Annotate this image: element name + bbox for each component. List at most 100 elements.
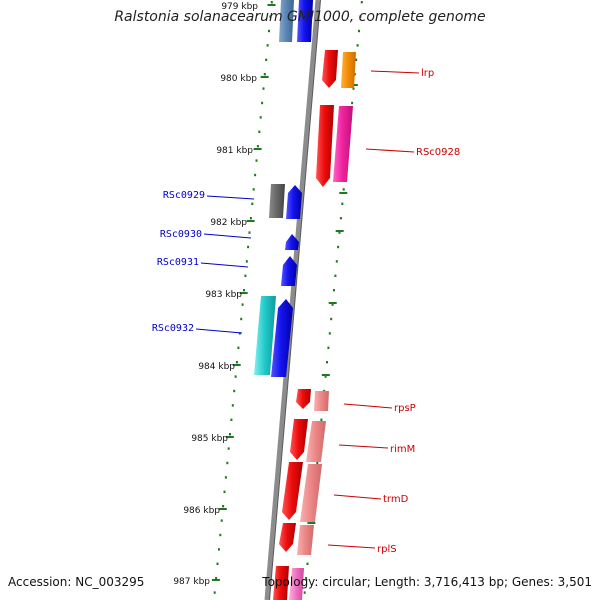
gene-RSc0932[interactable] bbox=[271, 299, 293, 377]
genome-stats: Topology: circular; Length: 3,716,413 bp… bbox=[262, 575, 592, 589]
scale-dot-right bbox=[306, 562, 309, 565]
gene-feature-top-blue[interactable] bbox=[297, 0, 313, 42]
leader-RSc0928 bbox=[365, 148, 415, 153]
gene-feature-orange[interactable] bbox=[341, 52, 356, 88]
topology-label: Topology: bbox=[262, 575, 319, 589]
scale-dot-right bbox=[341, 202, 344, 205]
scale-dot-left bbox=[223, 490, 226, 493]
gene-RSc0931[interactable] bbox=[281, 256, 297, 286]
tick-label-980: 980 kbp bbox=[220, 74, 257, 84]
gene-label-RSc0928[interactable]: RSc0928 bbox=[416, 147, 460, 158]
scale-dot-right bbox=[360, 1, 363, 4]
tick-label-987: 987 kbp bbox=[173, 577, 210, 587]
scale-dot-left bbox=[215, 577, 218, 580]
gene-feature-salmon-4[interactable] bbox=[297, 525, 314, 555]
scale-dot-left bbox=[217, 548, 220, 551]
leader-rimM bbox=[338, 444, 389, 449]
scale-dot-left bbox=[231, 404, 234, 407]
gene-label-RSc0932[interactable]: RSc0932 bbox=[152, 323, 194, 334]
scale-dot-left bbox=[216, 562, 219, 565]
scale-dot-right bbox=[355, 58, 358, 61]
scale-dot-left bbox=[236, 361, 238, 364]
scale-dot-left bbox=[252, 188, 255, 191]
gene-feature-cyan[interactable] bbox=[254, 296, 276, 375]
gene-rimM[interactable] bbox=[290, 419, 308, 460]
scale-dot-right bbox=[331, 303, 334, 306]
gene-rplS[interactable] bbox=[279, 523, 296, 552]
gene-feature-salmon-3[interactable] bbox=[300, 464, 322, 522]
accession-value: NC_003295 bbox=[75, 575, 145, 589]
scale-dot-left bbox=[254, 173, 257, 177]
leader-RSc0930 bbox=[203, 233, 252, 239]
gene-lrp[interactable] bbox=[322, 50, 338, 88]
scale-dot-right bbox=[335, 260, 338, 263]
leader-RSc0931 bbox=[200, 262, 249, 268]
scale-dot-left bbox=[224, 476, 227, 479]
gene-feature-top-steel[interactable] bbox=[279, 0, 294, 42]
gene-rpsP[interactable] bbox=[296, 389, 311, 409]
scale-dot-left bbox=[249, 217, 252, 220]
gene-feature-bottom-red[interactable] bbox=[273, 566, 289, 600]
gene-label-RSc0930[interactable]: RSc0930 bbox=[160, 229, 202, 240]
gene-label-RSc0931[interactable]: RSc0931 bbox=[157, 257, 199, 268]
scale-dot-left bbox=[222, 505, 225, 508]
scale-dot-left bbox=[244, 274, 247, 277]
scale-dot-left bbox=[256, 145, 259, 148]
gene-feature-salmon-2[interactable] bbox=[306, 421, 326, 462]
genome-backbone bbox=[264, 0, 321, 600]
scale-dot-left bbox=[219, 533, 222, 537]
tick-label-985: 985 kbp bbox=[191, 434, 228, 444]
gene-trmD[interactable] bbox=[282, 462, 303, 520]
scale-dot-left bbox=[251, 202, 254, 205]
gene-RSc0928[interactable] bbox=[316, 105, 334, 187]
gene-RSc0930[interactable] bbox=[285, 234, 299, 250]
gene-label-RSc0929[interactable]: RSc0929 bbox=[163, 190, 205, 201]
gene-feature-pink[interactable] bbox=[333, 106, 353, 182]
gene-label-lrp[interactable]: lrp bbox=[421, 68, 434, 79]
tick-label-983: 983 kbp bbox=[205, 290, 242, 300]
scale-dot-right bbox=[327, 346, 330, 349]
scale-dot-left bbox=[261, 101, 264, 105]
gene-feature-salmon-1[interactable] bbox=[314, 391, 329, 411]
length-label: Length: bbox=[374, 575, 421, 589]
scale-dot-left bbox=[237, 346, 240, 349]
tick-label-984: 984 kbp bbox=[198, 362, 235, 372]
leader-RSc0932 bbox=[195, 328, 243, 334]
gene-feature-bottom-pink[interactable] bbox=[289, 568, 304, 600]
scale-dot-left bbox=[227, 447, 230, 450]
scale-dot-left bbox=[241, 303, 244, 306]
scale-dot-left bbox=[240, 317, 243, 321]
scale-dot-left bbox=[258, 130, 261, 133]
tick-label-982: 982 kbp bbox=[210, 218, 247, 228]
scale-dot-left bbox=[247, 245, 250, 249]
gene-label-rpsP[interactable]: rpsP bbox=[394, 403, 416, 414]
tick-label-981: 981 kbp bbox=[216, 146, 253, 156]
scale-dot-right bbox=[337, 245, 340, 249]
scale-dot-left bbox=[248, 231, 251, 234]
scale-dot-right bbox=[339, 217, 342, 220]
gene-label-trmD[interactable]: trmD bbox=[383, 494, 409, 505]
scale-dot-left bbox=[269, 15, 272, 18]
gene-RSc0929[interactable] bbox=[286, 185, 302, 219]
tick-label-979: 979 kbp bbox=[221, 2, 258, 12]
leader-lrp bbox=[370, 70, 420, 74]
accession-info: Accession: NC_003295 bbox=[8, 575, 144, 589]
leader-rpsP bbox=[343, 403, 393, 409]
scale-dot-right bbox=[342, 188, 345, 191]
scale-dot-left bbox=[230, 418, 233, 421]
leader-trmD bbox=[333, 494, 382, 500]
scale-dot-right bbox=[316, 461, 319, 465]
gene-feature-gray[interactable] bbox=[269, 184, 285, 218]
genes-label: Genes: bbox=[511, 575, 554, 589]
length-value: 3,716,413 bp; bbox=[423, 575, 509, 589]
scale-dot-right bbox=[320, 418, 323, 421]
scale-dot-left bbox=[266, 44, 269, 47]
gene-label-rimM[interactable]: rimM bbox=[390, 444, 415, 455]
topology-value: circular; bbox=[322, 575, 371, 589]
scale-dot-right bbox=[351, 101, 354, 105]
scale-dot-right bbox=[330, 317, 333, 321]
gene-label-rplS[interactable]: rplS bbox=[377, 544, 397, 555]
scale-dot-left bbox=[238, 332, 241, 335]
scale-dot-left bbox=[234, 375, 237, 378]
